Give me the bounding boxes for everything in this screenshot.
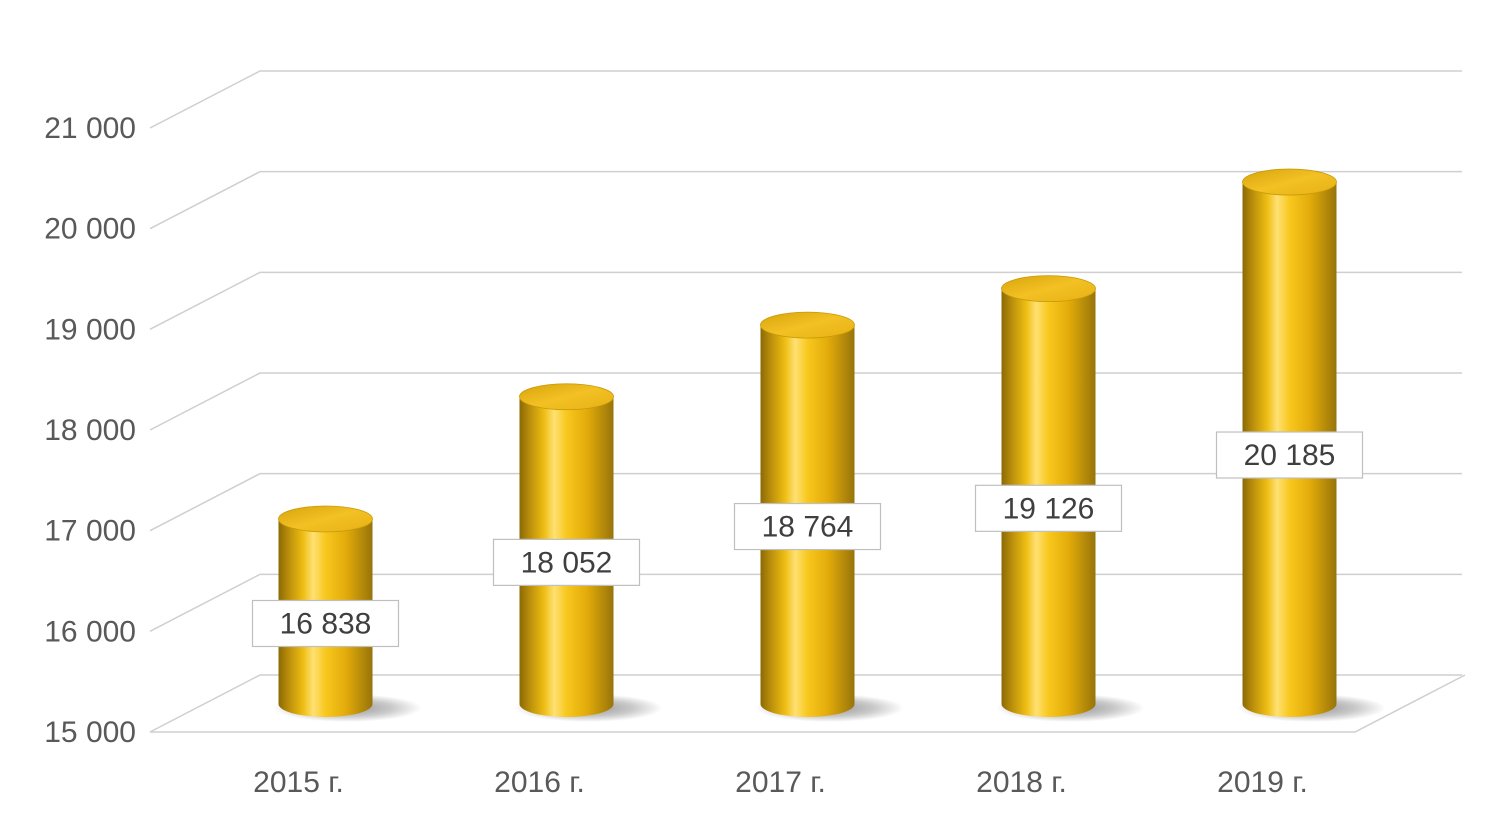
data-label: 18 764	[733, 502, 882, 551]
y-axis-tick-label: 21 000	[44, 112, 136, 145]
floor-edge	[150, 674, 1466, 733]
y-axis-tick-label: 18 000	[44, 414, 136, 447]
y-axis-tick-label: 17 000	[44, 515, 136, 548]
gridline	[149, 271, 1462, 330]
data-label-text: 18 052	[521, 546, 613, 579]
x-axis-category-label: 2019 г.	[1217, 766, 1308, 799]
data-label: 19 126	[974, 484, 1123, 532]
data-labels-group: 16 838 18 052 18 764 19 126 20 185	[251, 431, 1364, 648]
data-label-box	[733, 502, 882, 551]
data-label-box	[1215, 431, 1364, 479]
data-label: 20 185	[1215, 431, 1364, 479]
x-axis-category-label: 2016 г.	[494, 766, 585, 799]
data-label-text: 18 764	[762, 511, 854, 544]
x-axis-category-label: 2017 г.	[735, 766, 826, 799]
data-label-box	[974, 484, 1123, 532]
bar-top	[1242, 168, 1337, 196]
data-label-text: 16 838	[280, 607, 372, 640]
y-axis-tick-label: 20 000	[44, 213, 136, 246]
bar-top	[760, 311, 855, 339]
y-axis-tick-label: 15 000	[44, 716, 136, 749]
data-label-box	[251, 599, 400, 648]
x-axis-category-label: 2018 г.	[976, 766, 1067, 799]
y-axis-tick-label: 19 000	[44, 313, 136, 346]
gridline	[149, 70, 1462, 129]
x-axis-category-label: 2015 г.	[253, 766, 344, 799]
data-label-text: 20 185	[1244, 439, 1336, 472]
gridlines-group	[149, 70, 1466, 733]
data-label: 18 052	[492, 538, 641, 586]
y-axis-tick-label: 16 000	[44, 615, 136, 648]
gridline	[149, 170, 1462, 230]
bar-top	[278, 505, 373, 533]
x-axis-labels-group: 2015 г. 2016 г. 2017 г. 2018 г. 2019 г.	[253, 766, 1308, 799]
data-label-box	[492, 538, 641, 586]
data-label: 16 838	[251, 599, 400, 648]
bar-top	[1001, 275, 1096, 303]
data-label-text: 19 126	[1003, 492, 1095, 525]
bar-top	[519, 383, 614, 411]
y-axis-labels-group: 15 000 16 000 17 000 18 000 19 000 20 000 21 0…	[44, 112, 136, 749]
